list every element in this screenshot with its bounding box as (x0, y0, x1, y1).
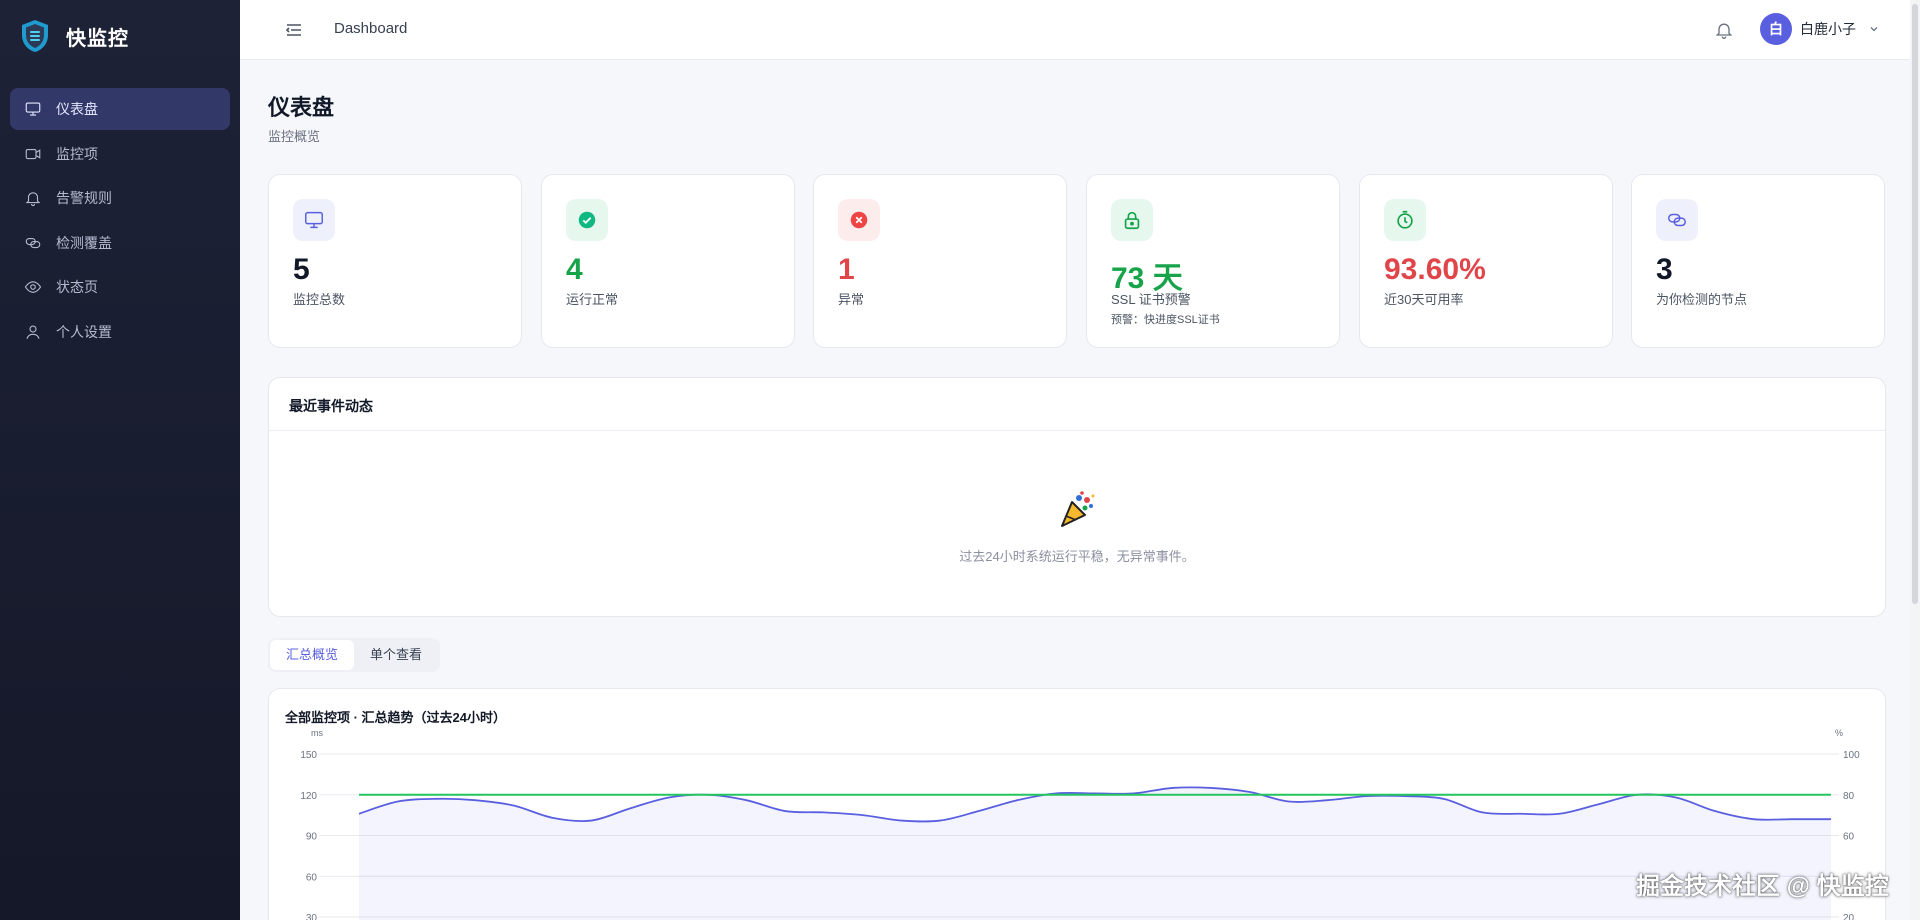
stat-label: 为你检测的节点 (1656, 292, 1748, 307)
stat-value: 93.60% (1384, 253, 1486, 286)
check-circle-icon (566, 199, 608, 241)
brand[interactable]: 快监控 (0, 0, 240, 72)
link-icon (25, 237, 41, 248)
stat-label: 异常 (838, 292, 865, 307)
y-right-tick-label: 20 (1843, 913, 1855, 920)
page-title: 仪表盘 (268, 95, 335, 120)
y-left-tick-label: 30 (306, 913, 318, 920)
sidebar-item-alert-rules[interactable]: 告警规则 (10, 177, 230, 219)
page-scrollbar[interactable] (1910, 0, 1920, 920)
tab-single[interactable]: 单个查看 (370, 647, 423, 662)
menu-toggle-icon[interactable] (284, 20, 304, 40)
sidebar-item-label: 仪表盘 (56, 101, 98, 117)
sidebar-item-label: 告警规则 (56, 190, 112, 206)
sidebar-nav: 仪表盘 监控项 告警规则 检测覆盖 状态页 个人设置 (0, 72, 240, 353)
stat-value: 3 (1656, 253, 1673, 286)
timer-icon (1384, 199, 1426, 241)
stat-label: SSL 证书预警 (1111, 292, 1191, 307)
trend-chart-card: 全部监控项 · 汇总趋势（过去24小时） ms% 150 120 90 60 30 100 8… (268, 688, 1886, 920)
sidebar-item-label: 个人设置 (56, 323, 112, 340)
page-subtitle: 监控概览 (268, 129, 321, 144)
notification-bell-icon[interactable] (1714, 19, 1734, 41)
stat-card-ssl-warning: 73 天 SSL 证书预警 预警：快进度SSL证书 (1086, 174, 1340, 348)
events-empty-message: 过去24小时系统运行平稳，无异常事件。 (959, 549, 1195, 564)
sidebar-item-dashboard[interactable]: 仪表盘 (10, 88, 230, 130)
divider (269, 430, 1885, 431)
sidebar-item-label: 状态页 (56, 279, 98, 295)
monitor-icon (293, 199, 335, 241)
avatar: 白 (1760, 13, 1792, 45)
brand-name: 快监控 (66, 27, 129, 50)
stat-label: 运行正常 (566, 292, 619, 307)
party-popper-icon (1057, 488, 1099, 530)
stat-label: 监控总数 (293, 292, 346, 307)
lock-icon (1111, 199, 1153, 241)
monitor-icon (25, 102, 41, 116)
y-left-tick-label: 150 (300, 750, 317, 761)
view-tabs: 汇总概览 单个查看 (268, 638, 441, 672)
stat-value: 5 (293, 253, 310, 286)
sidebar-item-label: 检测覆盖 (56, 234, 112, 251)
chart-title: 全部监控项 · 汇总趋势（过去24小时） (285, 710, 507, 725)
shield-logo-icon (18, 17, 52, 55)
events-title: 最近事件动态 (289, 398, 373, 414)
series-line-0 (358, 786, 1831, 823)
stat-note: 预警：快进度SSL证书 (1111, 314, 1220, 326)
camera-icon (25, 148, 41, 159)
x-circle-icon (838, 199, 880, 241)
stat-card-healthy: 4 运行正常 (541, 174, 795, 348)
y-right-tick-label: 100 (1843, 750, 1860, 761)
y-left-tick-label: 90 (306, 832, 318, 843)
y-left-tick-label: 120 (300, 791, 317, 802)
y-right-unit: % (1835, 728, 1843, 738)
sidebar-item-label: 监控项 (56, 145, 98, 162)
series-area-0 (359, 787, 1831, 920)
sidebar: 快监控 仪表盘 监控项 告警规则 检测覆盖 状态页 个人设置 (0, 0, 240, 920)
sidebar-item-monitors[interactable]: 监控项 (10, 133, 230, 175)
eye-icon (24, 281, 42, 293)
chevron-down-icon (1870, 27, 1878, 32)
trend-chart: ms % 150 120 90 60 30 100 80 60 20 (300, 728, 1860, 920)
stat-card-total-monitors: 5 监控总数 (268, 174, 522, 348)
stat-value: 1 (838, 253, 855, 286)
tab-summary[interactable]: 汇总概览 (270, 640, 355, 670)
scrollbar-thumb[interactable] (1912, 4, 1918, 604)
sidebar-item-coverage[interactable]: 检测覆盖 (10, 222, 230, 264)
stat-label: 近30天可用率 (1384, 292, 1464, 307)
top-header: Dashboard 白 白鹿小子 (240, 0, 1920, 60)
sidebar-item-status-page[interactable]: 状态页 (10, 266, 230, 308)
user-icon (26, 324, 40, 339)
link-icon (1656, 199, 1698, 241)
user-name: 白鹿小子 (1800, 21, 1856, 37)
stat-card-abnormal: 1 异常 (813, 174, 1067, 348)
stat-card-nodes: 3 为你检测的节点 (1631, 174, 1885, 348)
watermark: 掘金技术社区 @ 快监控 (1636, 873, 1889, 900)
y-right-tick-label: 60 (1843, 832, 1855, 843)
bell-icon (25, 192, 41, 206)
stat-value: 4 (566, 253, 583, 286)
stat-card-uptime: 93.60% 近30天可用率 (1359, 174, 1613, 348)
y-right-tick-label: 80 (1843, 791, 1855, 802)
breadcrumb: Dashboard (334, 20, 408, 37)
sidebar-item-profile-settings[interactable]: 个人设置 (10, 311, 230, 353)
y-left-unit: ms (311, 728, 323, 738)
user-menu[interactable]: 白 白鹿小子 (1760, 13, 1880, 45)
recent-events-panel: 最近事件动态 过去24小时系统运行平稳，无异常事件。 (268, 377, 1886, 617)
stat-value: 73 天 (1111, 262, 1183, 295)
y-left-tick-label: 60 (306, 872, 318, 883)
